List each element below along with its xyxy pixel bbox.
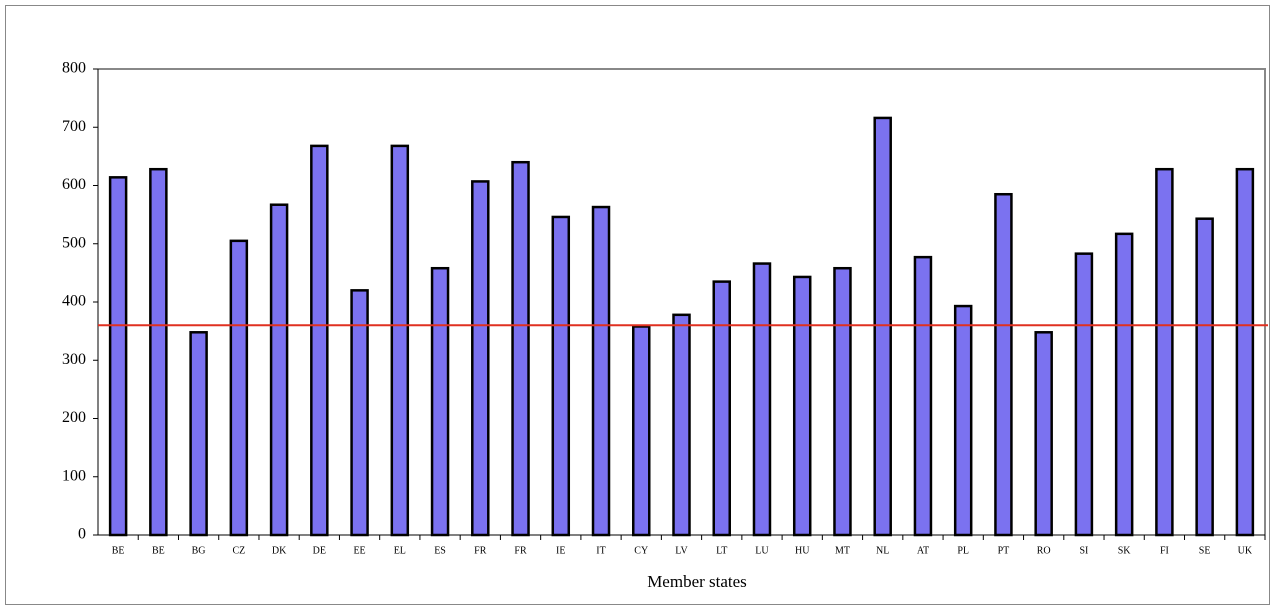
y-tick-label: 500 — [62, 234, 86, 251]
bar — [672, 313, 691, 537]
x-tick-label: FI — [1160, 545, 1169, 556]
bar — [752, 262, 772, 537]
bar — [792, 275, 812, 537]
x-tick-label: CZ — [232, 545, 245, 556]
bar — [471, 180, 490, 537]
y-tick-label: 800 — [62, 60, 86, 77]
x-tick-label: PT — [998, 545, 1010, 556]
x-tick-label: CY — [634, 545, 648, 556]
x-tick-label: MT — [835, 545, 850, 556]
bar — [551, 215, 571, 537]
bar — [1074, 252, 1094, 537]
x-tick-label: HU — [795, 545, 810, 556]
bar — [913, 255, 933, 537]
bar — [511, 160, 530, 537]
y-tick-label: 600 — [62, 176, 86, 193]
x-tick-label: SI — [1079, 545, 1088, 556]
x-tick-label: BE — [112, 545, 125, 556]
x-tick-label: ES — [434, 545, 446, 556]
bar — [1235, 167, 1255, 537]
x-tick-label: IE — [556, 545, 565, 556]
x-tick-label: EL — [394, 545, 406, 556]
x-tick-label: FR — [514, 545, 527, 556]
bar — [108, 176, 128, 537]
plot-frame — [98, 68, 1266, 535]
bar — [350, 289, 369, 537]
x-tick-label: BE — [152, 545, 165, 556]
bar — [229, 239, 249, 537]
x-tick-label: BG — [192, 545, 206, 556]
bar — [994, 192, 1013, 537]
x-tick-label: NL — [876, 545, 889, 556]
y-tick-label: 200 — [62, 409, 86, 426]
x-tick-label: AT — [917, 545, 929, 556]
x-tick-label: UK — [1238, 545, 1253, 556]
bar — [390, 144, 410, 537]
x-tick-label: FR — [474, 545, 487, 556]
x-tick-label: DE — [313, 545, 326, 556]
x-tick-label: LU — [755, 545, 769, 556]
bar — [591, 205, 611, 537]
y-tick-label: 300 — [62, 351, 86, 368]
bar — [1114, 232, 1134, 537]
bar — [1034, 331, 1053, 537]
y-tick-label: 400 — [62, 293, 86, 310]
x-tick-label: LT — [716, 545, 727, 556]
bar — [430, 266, 450, 537]
x-tick-label: SE — [1199, 545, 1211, 556]
bar — [953, 304, 973, 537]
x-axis-title: Member states — [647, 572, 747, 591]
y-tick-label: 0 — [78, 526, 86, 543]
x-tick-label: PL — [957, 545, 969, 556]
bar — [712, 280, 731, 537]
bar — [149, 167, 168, 537]
bar — [189, 331, 208, 537]
bar — [310, 144, 329, 537]
x-tick-label: SK — [1118, 545, 1132, 556]
bar — [269, 203, 289, 537]
y-tick-label: 100 — [62, 467, 86, 484]
y-tick-label: 700 — [62, 118, 86, 135]
x-tick-label: RO — [1037, 545, 1051, 556]
x-tick-label: LV — [675, 545, 688, 556]
bar — [1155, 167, 1174, 537]
bar — [1195, 217, 1214, 537]
x-tick-label: DK — [272, 545, 287, 556]
bar — [833, 266, 852, 537]
bar — [632, 325, 651, 537]
x-tick-label: EE — [353, 545, 365, 556]
x-tick-label: IT — [596, 545, 605, 556]
bar — [873, 116, 892, 537]
